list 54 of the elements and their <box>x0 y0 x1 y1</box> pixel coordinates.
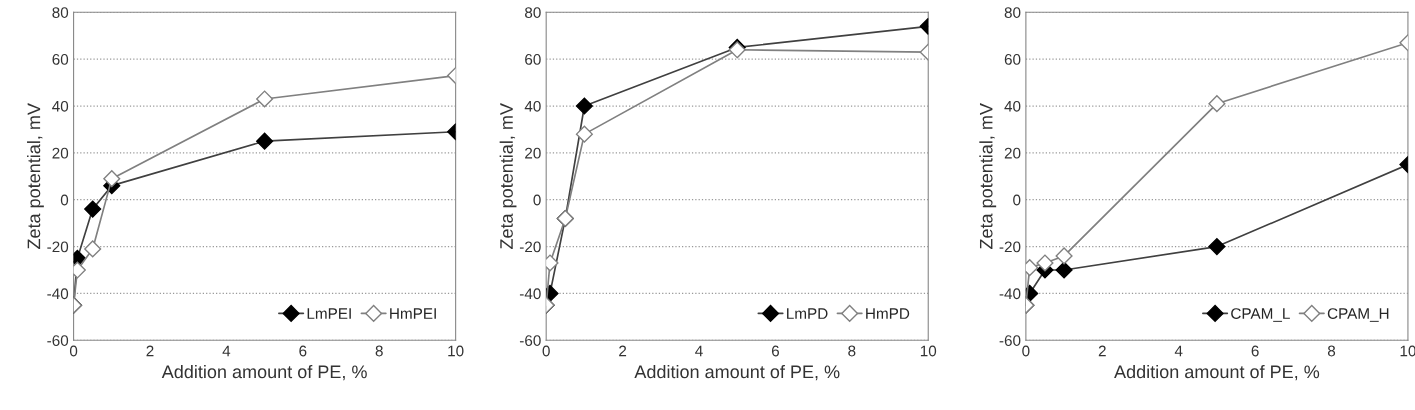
x-tick-label: 6 <box>1251 345 1259 357</box>
y-tick-label: 60 <box>525 54 541 65</box>
x-tick-label: 2 <box>146 345 154 357</box>
x-axis-title: Addition amount of PE, % <box>161 364 367 381</box>
y-tick-label: 20 <box>52 147 69 159</box>
x-tick-label: 6 <box>771 345 779 357</box>
x-tick-label: 0 <box>1022 345 1030 357</box>
x-tick-label: 2 <box>1098 345 1106 357</box>
y-axis-title: Zeta potential, mV <box>979 103 997 249</box>
y-axis-title: Zeta potential, mV <box>27 103 44 249</box>
y-tick-label: -20 <box>47 241 69 253</box>
y-tick-label: 80 <box>525 7 541 18</box>
x-tick-label: 8 <box>1327 345 1336 357</box>
y-tick-label: 0 <box>533 194 541 206</box>
y-tick-label: -20 <box>519 241 541 253</box>
y-tick-label: 40 <box>524 100 541 112</box>
y-tick-label: -40 <box>999 288 1021 300</box>
y-tick-label: -60 <box>999 335 1021 346</box>
x-axis-title: Addition amount of PE, % <box>634 364 840 381</box>
x-tick-label: 8 <box>375 345 383 357</box>
y-tick-label: 60 <box>52 54 69 65</box>
y-tick-label: 0 <box>1013 194 1021 206</box>
y-tick-label: -60 <box>519 335 541 346</box>
legend-label: LmPD <box>787 308 828 319</box>
x-tick-label: 8 <box>848 345 856 357</box>
y-tick-label: -40 <box>47 288 69 300</box>
legend-label: LmPEI <box>307 308 351 319</box>
y-tick-label: -40 <box>519 288 541 300</box>
legend-label: HmPEI <box>390 308 436 319</box>
x-tick-label: 10 <box>920 345 937 357</box>
x-tick-label: 10 <box>448 345 464 357</box>
x-tick-label: 10 <box>1400 345 1415 357</box>
legend-label: HmPD <box>866 308 910 319</box>
y-tick-label: -60 <box>47 335 69 346</box>
x-tick-label: 0 <box>542 345 550 357</box>
x-tick-label: 4 <box>1174 345 1183 357</box>
y-tick-label: 20 <box>525 147 541 159</box>
y-tick-label: 40 <box>1004 100 1021 112</box>
y-axis-title: Zeta potential, mV <box>499 103 517 249</box>
y-tick-label: 80 <box>1004 7 1021 18</box>
x-tick-label: 0 <box>69 345 78 357</box>
x-tick-label: 2 <box>619 345 627 357</box>
y-tick-label: 20 <box>1004 147 1021 159</box>
y-tick-label: 0 <box>60 194 69 206</box>
legend-label: CPAM_H <box>1327 308 1389 322</box>
y-tick-label: 40 <box>52 100 69 112</box>
y-tick-label: -20 <box>999 241 1021 253</box>
legend-label: CPAM_L <box>1231 308 1290 322</box>
y-tick-label: 60 <box>1004 54 1021 65</box>
x-tick-label: 4 <box>222 345 231 357</box>
x-axis-title: Addition amount of PE, % <box>1114 364 1320 381</box>
y-tick-label: 80 <box>52 7 69 18</box>
x-tick-label: 4 <box>695 345 703 357</box>
x-tick-label: 6 <box>299 345 307 357</box>
